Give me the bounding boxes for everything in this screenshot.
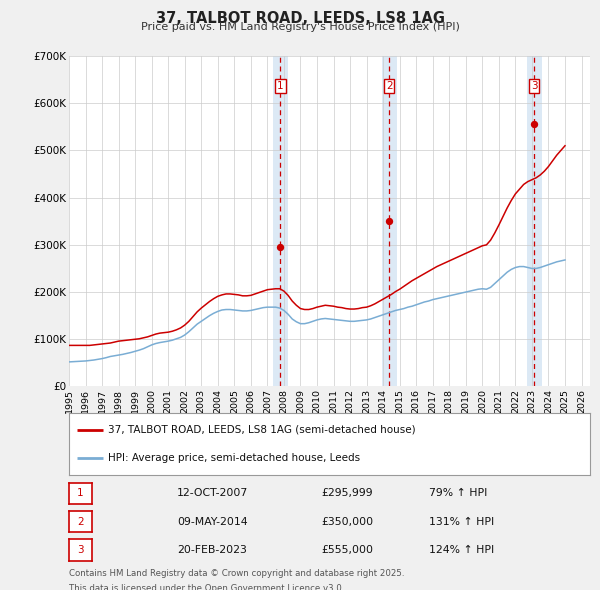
- Point: [529, 120, 539, 129]
- Bar: [527, 56, 542, 386]
- Text: 2: 2: [386, 81, 392, 91]
- Text: 37, TALBOT ROAD, LEEDS, LS8 1AG (semi-detached house): 37, TALBOT ROAD, LEEDS, LS8 1AG (semi-de…: [108, 425, 416, 435]
- Text: 20-FEB-2023: 20-FEB-2023: [177, 545, 247, 555]
- Text: This data is licensed under the Open Government Licence v3.0.: This data is licensed under the Open Gov…: [69, 584, 344, 590]
- Text: 3: 3: [77, 545, 84, 555]
- Text: 79% ↑ HPI: 79% ↑ HPI: [429, 489, 487, 498]
- Text: Contains HM Land Registry data © Crown copyright and database right 2025.: Contains HM Land Registry data © Crown c…: [69, 569, 404, 578]
- Bar: [382, 56, 397, 386]
- Text: 37, TALBOT ROAD, LEEDS, LS8 1AG: 37, TALBOT ROAD, LEEDS, LS8 1AG: [155, 11, 445, 25]
- Point: [384, 217, 394, 226]
- Point: [275, 242, 285, 251]
- Text: 1: 1: [77, 489, 84, 498]
- Text: 09-MAY-2014: 09-MAY-2014: [177, 517, 248, 526]
- Text: 2: 2: [77, 517, 84, 526]
- Text: HPI: Average price, semi-detached house, Leeds: HPI: Average price, semi-detached house,…: [108, 453, 360, 463]
- Text: 124% ↑ HPI: 124% ↑ HPI: [429, 545, 494, 555]
- Text: 3: 3: [531, 81, 538, 91]
- Text: Price paid vs. HM Land Registry's House Price Index (HPI): Price paid vs. HM Land Registry's House …: [140, 22, 460, 32]
- Text: £555,000: £555,000: [321, 545, 373, 555]
- Text: £350,000: £350,000: [321, 517, 373, 526]
- Text: 1: 1: [277, 81, 284, 91]
- Bar: [273, 56, 288, 386]
- Text: 131% ↑ HPI: 131% ↑ HPI: [429, 517, 494, 526]
- Text: £295,999: £295,999: [321, 489, 373, 498]
- Text: 12-OCT-2007: 12-OCT-2007: [177, 489, 248, 498]
